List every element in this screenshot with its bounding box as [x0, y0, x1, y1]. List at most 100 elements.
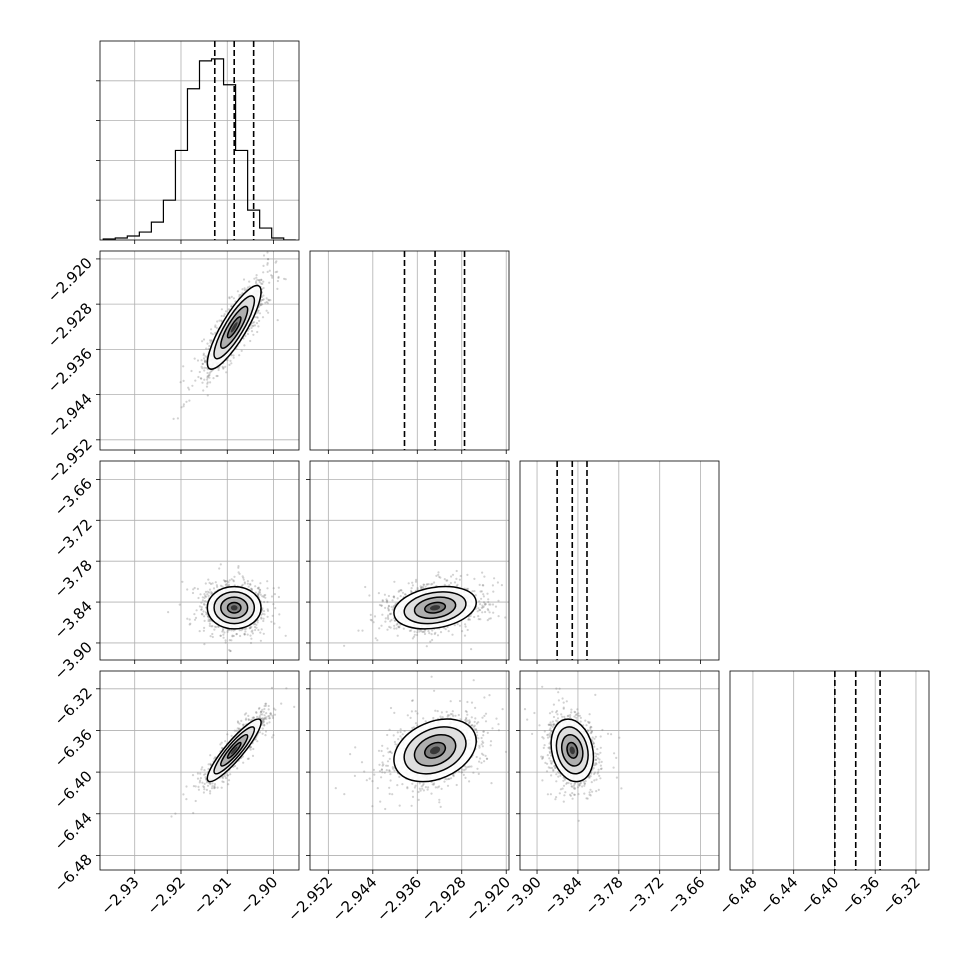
scatter-point: [204, 611, 208, 614]
scatter-point: [196, 359, 200, 362]
scatter-point: [479, 618, 482, 621]
scatter-point: [455, 577, 458, 581]
scatter-point: [203, 773, 206, 776]
scatter-point: [450, 575, 453, 578]
scatter-point: [210, 625, 213, 628]
scatter-point: [527, 602, 529, 604]
scatter-point: [477, 618, 480, 621]
scatter-point: [404, 593, 407, 596]
scatter-point: [486, 608, 489, 611]
scatter-point: [425, 583, 428, 586]
scatter-point: [223, 631, 226, 634]
scatter-point: [284, 278, 287, 281]
scatter-point: [217, 625, 220, 628]
scatter-point: [277, 276, 280, 279]
scatter-point: [242, 576, 245, 579]
scatter-point: [209, 381, 212, 384]
scatter-point: [174, 812, 177, 815]
scatter-point: [387, 617, 390, 621]
scatter-point: [261, 316, 265, 319]
scatter-point: [203, 619, 206, 623]
scatter-point: [209, 782, 212, 785]
scatter-point: [343, 644, 346, 647]
scatter-point: [251, 629, 254, 632]
scatter-point: [240, 629, 243, 632]
scatter-point: [263, 613, 266, 616]
scatter-point: [489, 603, 492, 606]
scatter-point: [202, 354, 205, 357]
scatter-point: [266, 263, 269, 266]
scatter-point: [222, 633, 225, 636]
scatter-point: [262, 720, 265, 723]
scatter-point: [260, 303, 263, 306]
scatter-point: [228, 363, 231, 366]
scatter-point: [216, 585, 219, 589]
scatter-point: [211, 582, 214, 585]
scatter-point: [381, 600, 384, 603]
scatter-point: [208, 588, 212, 591]
scatter-point: [491, 584, 494, 587]
scatter-point: [415, 578, 418, 582]
scatter-point: [276, 270, 279, 273]
scatter-point: [193, 618, 197, 621]
scatter-point: [221, 630, 224, 633]
scatter-point: [467, 587, 470, 590]
scatter-point: [226, 733, 229, 736]
scatter-point: [395, 627, 398, 630]
scatter-point: [392, 606, 395, 609]
scatter-point: [228, 648, 231, 652]
scatter-point: [439, 631, 443, 634]
scatter-point: [231, 634, 234, 637]
scatter-point: [271, 614, 274, 617]
scatter-point: [246, 580, 249, 583]
scatter-point: [484, 603, 487, 606]
scatter-point: [259, 302, 262, 305]
x-tick-label: −6.48: [716, 873, 761, 918]
scatter-point: [386, 601, 389, 604]
scatter-point: [204, 600, 207, 603]
scatter-point: [191, 591, 195, 595]
scatter-point: [465, 587, 468, 590]
scatter-point: [413, 633, 416, 636]
scatter-point: [408, 629, 411, 633]
scatter-point: [210, 340, 213, 343]
panel-frame: [99, 40, 300, 241]
scatter-point: [243, 632, 246, 635]
scatter-point: [221, 780, 224, 783]
scatter-point: [277, 595, 280, 599]
scatter-point: [258, 279, 261, 282]
scatter-point: [230, 578, 233, 581]
scatter-point: [228, 628, 231, 632]
scatter-point: [208, 620, 211, 623]
scatter-point: [203, 643, 206, 646]
scatter-point: [232, 356, 235, 359]
scatter-point: [249, 634, 252, 637]
scatter-point: [200, 612, 203, 616]
scatter-point: [224, 580, 227, 583]
scatter-point: [389, 626, 392, 629]
scatter-point: [210, 592, 213, 596]
scatter-point: [266, 609, 270, 613]
scatter-point: [416, 631, 419, 634]
scatter-point: [391, 599, 394, 602]
scatter-point: [203, 596, 206, 600]
scatter-point: [272, 603, 275, 606]
scatter-point: [512, 590, 514, 592]
scatter-point: [230, 734, 233, 738]
scatter-point: [422, 585, 425, 588]
scatter-point: [257, 587, 260, 590]
scatter-point: [203, 626, 206, 630]
scatter-point: [273, 593, 276, 596]
scatter-point: [209, 582, 213, 586]
scatter-point: [396, 622, 399, 625]
scatter-point: [387, 607, 390, 610]
panel-frame: [309, 250, 510, 451]
scatter-point: [206, 375, 209, 378]
scatter-point: [427, 583, 430, 586]
scatter-point: [398, 626, 401, 629]
scatter-point: [246, 633, 249, 636]
scatter-point: [283, 277, 286, 280]
scatter-point: [497, 599, 500, 602]
scatter-point: [276, 319, 279, 322]
scatter-point: [225, 583, 228, 586]
